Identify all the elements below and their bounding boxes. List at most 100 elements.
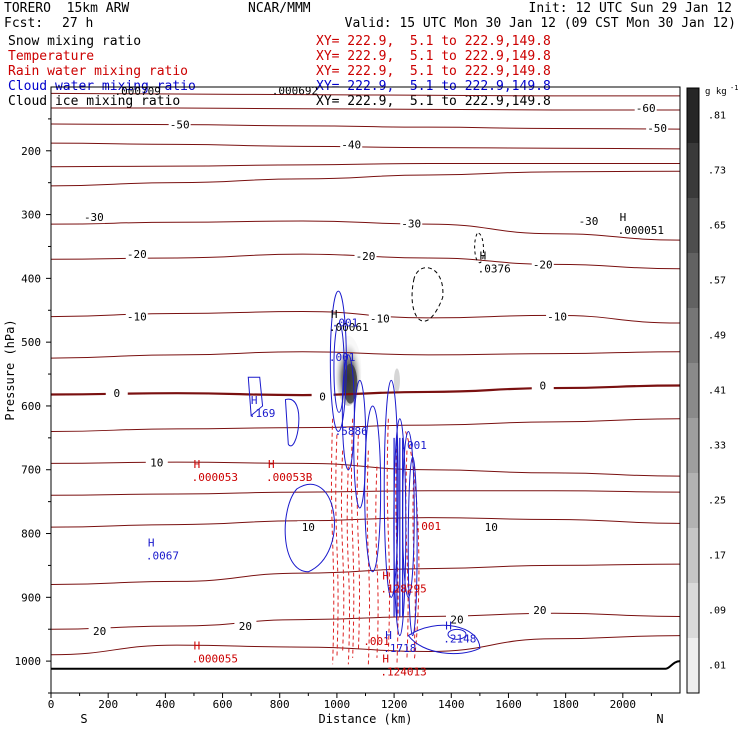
isotherm-label-0: 0 xyxy=(113,387,120,400)
y-tick-label: 600 xyxy=(21,400,41,413)
colorbar-units: g kg xyxy=(705,87,727,97)
isotherm-label--20: -20 xyxy=(127,248,147,261)
extremum-marker: H xyxy=(148,536,155,549)
isotherm-label--10: -10 xyxy=(127,311,147,324)
valid-time: Valid: 15 UTC Mon 30 Jan 12 (09 CST Mon … xyxy=(344,16,736,31)
rain-contour xyxy=(340,450,345,652)
extremum-value: .5886 xyxy=(335,425,368,438)
isotherm-label-0: 0 xyxy=(539,380,546,393)
extremum-value: .128295 xyxy=(380,583,426,596)
colorbar-level-label: .01 xyxy=(708,660,726,671)
isotherm-unlabeled-16 xyxy=(51,563,680,586)
isotherm-label-bg xyxy=(88,625,111,638)
isotherm-unlabeled-15 xyxy=(51,490,680,496)
field-name-snow: Snow mixing ratio xyxy=(8,34,142,49)
field-xy-temperature: XY= 222.9, 5.1 to 222.9,149.8 xyxy=(316,49,551,64)
isotherm-label-bg xyxy=(445,613,468,626)
isotherm-label-10: 10 xyxy=(302,521,315,534)
isotherm-label-bg xyxy=(125,248,148,261)
isotherm-20 xyxy=(51,612,680,630)
colorbar-segment xyxy=(687,418,699,473)
y-tick-label: 500 xyxy=(21,336,41,349)
isotherm-label--30: -30 xyxy=(401,218,421,231)
extremum-value: .000053 xyxy=(192,471,238,484)
rain-contour xyxy=(346,466,350,665)
isotherm-label-bg xyxy=(105,387,128,400)
extremum-value: .1718 xyxy=(383,642,416,655)
cloud-water-contour xyxy=(383,379,399,598)
isotherm-unlabeled-11 xyxy=(51,163,680,168)
cloud-water-contour xyxy=(284,398,300,447)
extremum-value: .001 xyxy=(363,635,390,648)
y-axis-label: Pressure (hPa) xyxy=(3,319,17,420)
colorbar-level-label: .49 xyxy=(708,330,726,341)
x-tick-label: 1000 xyxy=(324,698,351,711)
colorbar-segment xyxy=(687,143,699,198)
rain-contour xyxy=(350,418,355,658)
extremum-marker: H xyxy=(385,629,392,642)
isotherm-label--10: -10 xyxy=(547,311,567,324)
colorbar-segment xyxy=(687,528,699,583)
cloud-ice-contour xyxy=(411,267,444,322)
x-tick-label: 600 xyxy=(213,698,233,711)
x-tick-label: 0 xyxy=(48,698,55,711)
extremum-marker: H xyxy=(480,249,487,262)
field-name-cloud-ice: Cloud ice mixing ratio xyxy=(8,94,181,109)
extremum-value: .000709 xyxy=(114,85,160,98)
isotherm-label-20: 20 xyxy=(450,614,463,627)
terrain-line xyxy=(51,660,680,670)
extremum-marker: H xyxy=(382,652,389,665)
endpoint-left-label: S xyxy=(80,712,87,726)
field-name-rain: Rain water mixing ratio xyxy=(8,64,189,79)
colorbar-level-label: .65 xyxy=(708,220,726,231)
isotherm-label-bg xyxy=(82,211,105,224)
x-tick-label: 400 xyxy=(155,698,175,711)
isotherm--50 xyxy=(51,123,680,130)
extremum-value: .0067 xyxy=(146,549,179,562)
field-xy-rain: XY= 222.9, 5.1 to 222.9,149.8 xyxy=(316,64,551,79)
extremum-marker: H xyxy=(331,308,338,321)
extremum-value: .00061 xyxy=(329,321,369,334)
extremum-marker: H xyxy=(382,570,389,583)
extremum-marker: H xyxy=(620,211,627,224)
isotherm-label-10: 10 xyxy=(485,521,498,534)
isotherm-unlabeled-10 xyxy=(51,92,680,97)
isotherm-label-20: 20 xyxy=(533,604,546,617)
isotherm-label--20: -20 xyxy=(356,250,376,263)
isotherm-label-bg xyxy=(125,310,148,323)
isotherm-0 xyxy=(51,384,680,397)
colorbar-level-label: .33 xyxy=(708,440,726,451)
center-label: NCAR/MMM xyxy=(248,1,311,16)
isotherm-label-bg xyxy=(340,138,363,151)
extremum-value: .001 xyxy=(400,439,427,452)
y-tick-label: 400 xyxy=(21,272,41,285)
isotherm-label-bg xyxy=(368,312,391,325)
isotherm-label-bg xyxy=(400,217,423,230)
isotherm-label-bg xyxy=(234,620,257,633)
isotherm-label--40: -40 xyxy=(341,138,361,151)
cloud-water-contour xyxy=(447,628,467,640)
extremum-value: .00053B xyxy=(266,471,313,484)
isotherm-unlabeled-13 xyxy=(51,351,680,359)
isotherm-label--60: -60 xyxy=(636,102,656,115)
isotherm-label--50: -50 xyxy=(170,119,190,132)
colorbar-level-label: .73 xyxy=(708,165,726,176)
init-time: Init: 12 UTC Sun 29 Jan 12 xyxy=(528,1,733,16)
rain-contour xyxy=(386,418,391,652)
forecast-label: Fcst: xyxy=(4,16,44,31)
isotherm-label-bg xyxy=(577,214,600,227)
isotherm-label-bg xyxy=(145,456,168,469)
isotherm--10 xyxy=(51,311,680,324)
isotherm-label-bg xyxy=(531,258,554,271)
y-tick-label: 200 xyxy=(21,145,41,158)
forecast-hours: 27 h xyxy=(62,16,94,31)
extremum-value: .001 xyxy=(329,351,356,364)
isotherm-label-bg xyxy=(646,121,669,134)
colorbar-segment xyxy=(687,253,699,308)
isotherm-label-bg xyxy=(480,521,503,534)
colorbar-units-exponent: -1 xyxy=(730,84,738,92)
y-tick-label: 1000 xyxy=(15,655,42,668)
cloud-water-contour xyxy=(329,290,347,432)
isotherm-label-0: 0 xyxy=(319,390,326,403)
